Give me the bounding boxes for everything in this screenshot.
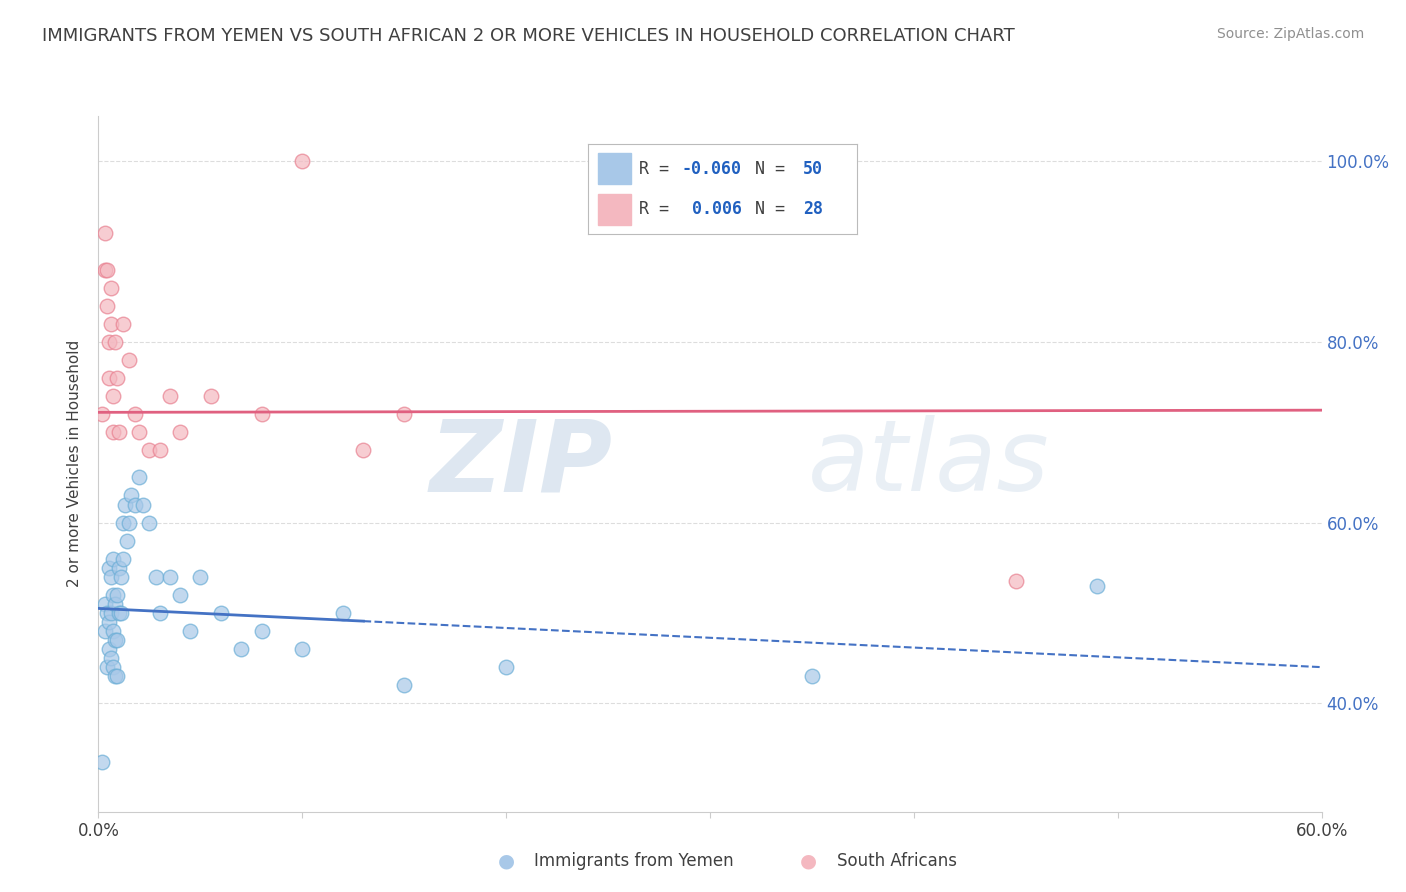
Point xyxy=(105,371,128,385)
Point xyxy=(1004,574,1026,589)
Text: R =: R = xyxy=(638,161,679,178)
Point xyxy=(97,334,120,349)
Text: ●: ● xyxy=(800,851,817,871)
Point xyxy=(108,560,131,574)
Point xyxy=(169,588,191,602)
Text: 50: 50 xyxy=(803,161,823,178)
Point xyxy=(93,624,115,638)
Point xyxy=(101,588,124,602)
Point xyxy=(124,498,146,512)
Point xyxy=(250,407,273,421)
Point xyxy=(97,615,120,629)
Point xyxy=(118,353,141,368)
Text: 0.006: 0.006 xyxy=(682,200,742,218)
Point xyxy=(209,606,232,620)
Point xyxy=(1085,579,1108,593)
Point xyxy=(100,317,122,331)
Point xyxy=(96,299,118,313)
Point xyxy=(291,642,314,657)
Point xyxy=(118,516,141,530)
Point xyxy=(97,642,120,657)
Point xyxy=(495,660,517,674)
Text: ●: ● xyxy=(498,851,515,871)
Point xyxy=(96,606,118,620)
Point xyxy=(200,389,222,403)
Point xyxy=(105,669,128,683)
Point xyxy=(105,633,128,648)
Point xyxy=(101,425,124,440)
Point xyxy=(100,651,122,665)
Point xyxy=(392,407,416,421)
Point xyxy=(392,678,416,692)
Text: Source: ZipAtlas.com: Source: ZipAtlas.com xyxy=(1216,27,1364,41)
Point xyxy=(120,488,142,502)
Point xyxy=(108,606,131,620)
Text: IMMIGRANTS FROM YEMEN VS SOUTH AFRICAN 2 OR MORE VEHICLES IN HOUSEHOLD CORRELATI: IMMIGRANTS FROM YEMEN VS SOUTH AFRICAN 2… xyxy=(42,27,1015,45)
Point xyxy=(111,551,134,566)
Point xyxy=(93,597,115,611)
Text: South Africans: South Africans xyxy=(837,852,956,870)
Text: ZIP: ZIP xyxy=(429,416,612,512)
Point xyxy=(96,660,118,674)
Point xyxy=(97,371,120,385)
Point xyxy=(128,470,150,484)
Point xyxy=(101,551,124,566)
Point xyxy=(100,570,122,584)
Point xyxy=(114,498,136,512)
Point xyxy=(108,425,131,440)
Point xyxy=(132,498,155,512)
Point xyxy=(93,262,115,277)
Text: atlas: atlas xyxy=(808,416,1049,512)
Point xyxy=(100,280,122,294)
Point xyxy=(169,425,191,440)
Text: R =: R = xyxy=(638,200,679,218)
Point xyxy=(115,533,138,548)
Point xyxy=(104,669,127,683)
Point xyxy=(159,570,181,584)
Text: 28: 28 xyxy=(803,200,823,218)
Text: Immigrants from Yemen: Immigrants from Yemen xyxy=(534,852,734,870)
Point xyxy=(138,443,160,458)
Bar xyxy=(599,153,631,185)
Text: N =: N = xyxy=(755,200,794,218)
Point xyxy=(104,633,127,648)
Point xyxy=(159,389,181,403)
Point xyxy=(352,443,374,458)
Point xyxy=(801,669,824,683)
Point xyxy=(332,606,354,620)
Point xyxy=(105,588,128,602)
Point xyxy=(291,154,314,169)
Point xyxy=(91,407,114,421)
Point xyxy=(110,606,132,620)
Point xyxy=(179,624,201,638)
Point xyxy=(138,516,160,530)
Point xyxy=(97,560,120,574)
Point xyxy=(101,660,124,674)
Text: -0.060: -0.060 xyxy=(682,161,742,178)
Point xyxy=(145,570,167,584)
Point xyxy=(231,642,253,657)
Point xyxy=(104,334,127,349)
Bar xyxy=(599,194,631,225)
Y-axis label: 2 or more Vehicles in Household: 2 or more Vehicles in Household xyxy=(67,340,83,588)
Text: N =: N = xyxy=(755,161,794,178)
Point xyxy=(101,389,124,403)
Point xyxy=(149,606,172,620)
Point xyxy=(111,516,134,530)
Point xyxy=(188,570,212,584)
Point xyxy=(93,227,115,241)
Point xyxy=(128,425,150,440)
Point xyxy=(104,597,127,611)
Point xyxy=(91,755,114,769)
Point xyxy=(110,570,132,584)
Point xyxy=(149,443,172,458)
Point xyxy=(111,317,134,331)
Point xyxy=(96,262,118,277)
Point xyxy=(250,624,273,638)
Point xyxy=(101,624,124,638)
Point xyxy=(124,407,146,421)
Point xyxy=(100,606,122,620)
